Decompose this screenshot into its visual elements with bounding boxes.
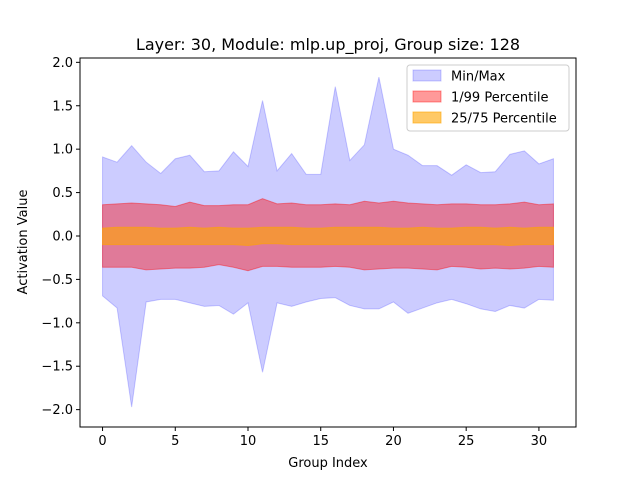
x-tick-label: 5 — [171, 434, 179, 449]
chart-title: Layer: 30, Module: mlp.up_proj, Group si… — [136, 35, 520, 55]
legend-label: 1/99 Percentile — [451, 91, 548, 106]
x-tick-label: 25 — [458, 434, 475, 449]
x-tick-label: 10 — [240, 434, 257, 449]
y-tick-label: −0.5 — [41, 273, 73, 288]
x-axis-label: Group Index — [288, 456, 368, 471]
legend-frame — [406, 64, 570, 132]
x-tick-label: 30 — [531, 434, 548, 449]
legend-label: 25/75 Percentile — [451, 112, 557, 127]
legend-swatch — [412, 90, 442, 103]
y-tick-label: −2.0 — [41, 403, 73, 418]
y-tick-label: 2.0 — [52, 56, 73, 71]
y-tick-label: 1.0 — [52, 143, 73, 158]
x-tick-label: 15 — [312, 434, 329, 449]
x-tick-label: 20 — [385, 434, 402, 449]
y-axis-label: Activation Value — [16, 190, 31, 295]
x-tick-label: 0 — [98, 434, 106, 449]
axes: 0 5 10 15 20 25 30 −2.0 −1.5 −1.0 −0.5 0.0 0.5 1.0 1.5… — [41, 56, 577, 449]
legend-swatch — [412, 69, 442, 82]
y-tick-label: −1.5 — [41, 360, 73, 375]
y-tick-label: −1.0 — [41, 316, 73, 331]
y-tick-label: 1.5 — [52, 99, 73, 114]
legend-label: Min/Max — [451, 70, 506, 85]
plot-frame — [79, 57, 577, 428]
y-tick-label: 0.0 — [52, 229, 73, 244]
bands — [102, 76, 554, 408]
y-tick-label: 0.5 — [52, 186, 73, 201]
band-series-2 — [102, 226, 554, 247]
legend-swatch — [412, 111, 442, 124]
legend: Min/Max 1/99 Percentile 25/75 Percentile — [406, 64, 570, 132]
